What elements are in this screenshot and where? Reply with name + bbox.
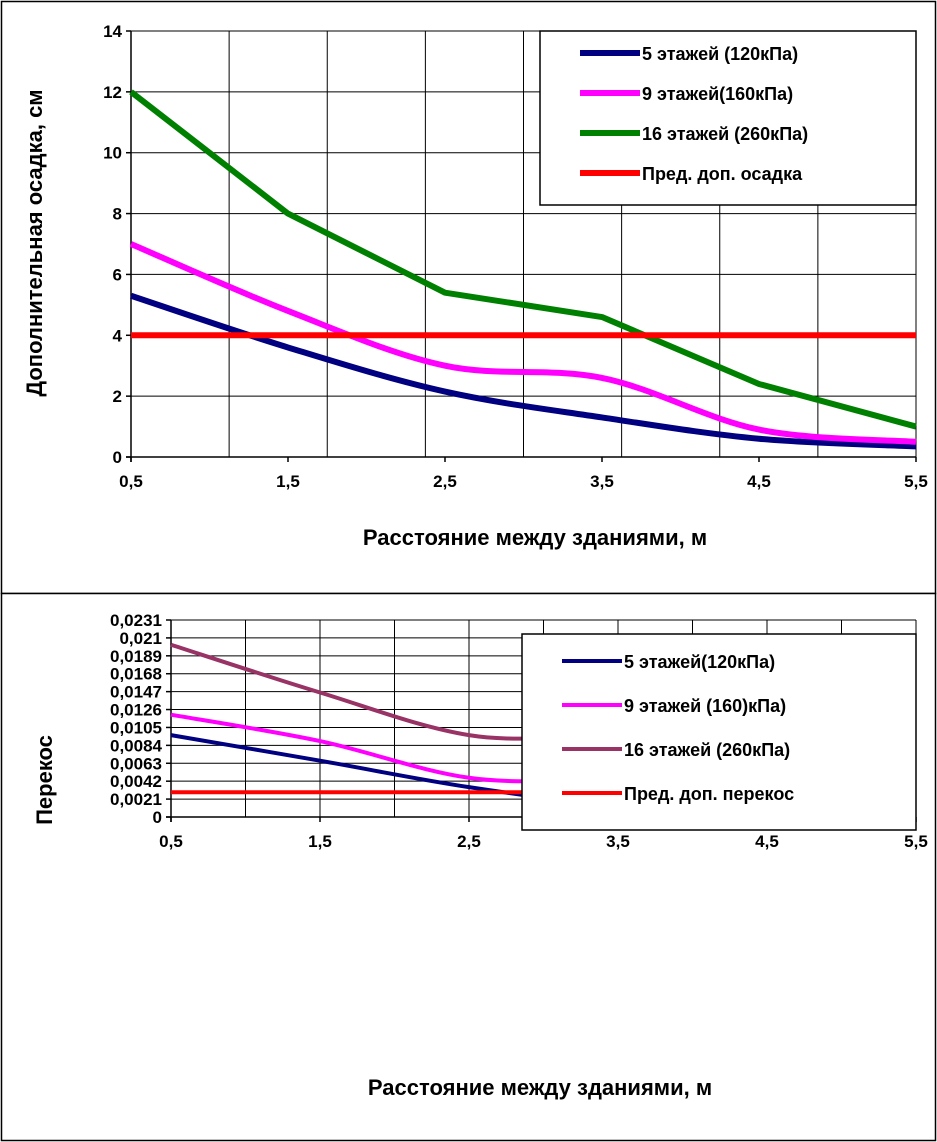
chart2-x-tick-label: 1,5 — [308, 832, 332, 851]
chart2-x-tick-label: 3,5 — [606, 832, 630, 851]
chart1-series-line-1 — [130, 292, 917, 450]
chart2-legend-label: Пред. доп. перекос — [624, 784, 794, 804]
chart2-x-axis-title: Расстояние между зданиями, м — [368, 1075, 712, 1100]
chart1-y-ticks: 0 2 4 6 8 10 12 14 — [103, 22, 131, 467]
chart1-series-line-3 — [129, 89, 917, 430]
chart1-x-tick-label: 3,5 — [590, 472, 614, 491]
chart1-legend-label: 9 этажей(160кПа) — [642, 84, 793, 104]
chart1-x-tick-label: 4,5 — [747, 472, 771, 491]
chart1-x-tick-label: 0,5 — [119, 472, 143, 491]
chart2-y-tick-label: 0,0189 — [110, 647, 162, 666]
chart1-x-tick-label: 1,5 — [276, 472, 300, 491]
chart1-x-tick-label: 2,5 — [433, 472, 457, 491]
chart2-y-tick-label: 0,0168 — [110, 665, 162, 684]
chart2-x-tick-label: 4,5 — [755, 832, 779, 851]
chart2-legend-box — [521, 633, 917, 831]
chart1-y-axis-title: Дополнительная осадка, см — [22, 89, 47, 396]
chart2-y-tick-label: 0,0231 — [110, 611, 162, 630]
chart-settlement: 0 2 4 6 8 10 12 14 0,5 1,5 2,5 3,5 4,5 5,5 Расстояни… — [22, 22, 928, 550]
chart2-x-tick-label: 5,5 — [904, 832, 928, 851]
chart2-y-axis-title: Перекос — [32, 735, 57, 825]
chart1-y-tick-label: 4 — [113, 326, 123, 345]
chart2-y-tick-label: 0,0105 — [110, 718, 162, 737]
chart1-y-tick-label: 0 — [113, 448, 122, 467]
chart1-y-tick-label: 14 — [103, 22, 122, 41]
chart1-legend-label: 5 этажей (120кПа) — [642, 44, 798, 64]
chart2-x-tick-label: 0,5 — [159, 832, 183, 851]
chart1-legend-label: 16 этажей (260кПа) — [642, 124, 808, 144]
chart1-y-tick-label: 12 — [103, 83, 122, 102]
chart2-legend-label: 16 этажей (260кПа) — [624, 740, 790, 760]
chart2-y-tick-label: 0,0126 — [110, 701, 162, 720]
chart1-series-line-2 — [129, 241, 917, 445]
chart2-y-tick-label: 0,021 — [119, 629, 162, 648]
chart2-x-ticks: 0,5 1,5 2,5 3,5 4,5 5,5 — [159, 817, 928, 851]
chart1-x-axis-title: Расстояние между зданиями, м — [363, 525, 707, 550]
chart2-legend-label: 9 этажей (160)кПа) — [624, 696, 786, 716]
chart2-legend: 5 этажей(120кПа) 9 этажей (160)кПа) 16 эта… — [521, 633, 917, 831]
chart1-y-tick-label: 6 — [113, 265, 122, 284]
chart1-y-tick-label: 8 — [113, 205, 122, 224]
chart2-y-tick-label: 0,0021 — [110, 790, 162, 809]
chart2-y-tick-label: 0,0147 — [110, 683, 162, 702]
chart1-y-tick-label: 2 — [113, 387, 122, 406]
chart2-y-tick-label: 0,0084 — [110, 736, 163, 755]
chart2-x-tick-label: 2,5 — [457, 832, 481, 851]
chart2-y-tick-label: 0,0063 — [110, 754, 162, 773]
chart1-x-tick-label: 5,5 — [904, 472, 928, 491]
chart2-y-ticks: 00,00210,00420,00630,00840,01050,01260,0… — [110, 611, 171, 827]
chart1-legend-label: Пред. доп. осадка — [642, 164, 803, 184]
chart1-x-ticks: 0,5 1,5 2,5 3,5 4,5 5,5 — [119, 457, 928, 491]
chart2-legend-label: 5 этажей(120кПа) — [624, 652, 775, 672]
chart2-y-tick-label: 0,0042 — [110, 772, 162, 791]
chart-skew: 00,00210,00420,00630,00840,01050,01260,0… — [32, 611, 928, 1100]
chart2-y-tick-label: 0 — [153, 808, 162, 827]
chart1-y-tick-label: 10 — [103, 144, 122, 163]
chart1-series — [129, 89, 917, 450]
chart1-legend: 5 этажей (120кПа) 9 этажей(160кПа) 16 этаж… — [539, 30, 917, 206]
